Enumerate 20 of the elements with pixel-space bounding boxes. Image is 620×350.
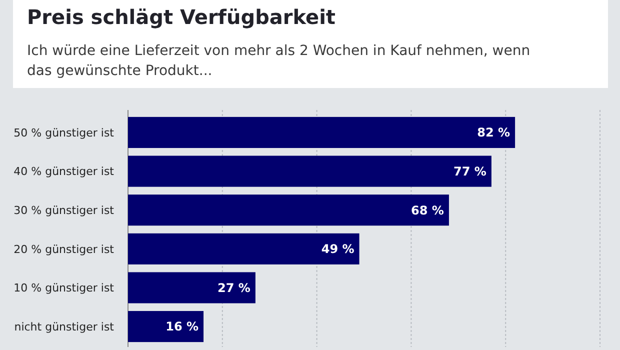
- chart-title: Preis schlägt Verfügbarkeit: [27, 5, 336, 29]
- bar: [128, 233, 360, 264]
- y-tick-label: 20 % günstiger ist: [14, 242, 115, 256]
- y-tick-label: 30 % günstiger ist: [14, 204, 115, 217]
- y-tick-label: nicht günstiger ist: [14, 320, 115, 334]
- data-label: 27 %: [218, 280, 250, 295]
- chart-subtitle: Ich würde eine Lieferzeit von mehr als 2 Wochen in Kauf nehmen, wenn das gewünschte Produkt...: [27, 43, 530, 79]
- data-label: 82 %: [477, 126, 510, 140]
- y-tick-label: 40 % günstiger ist: [14, 165, 115, 178]
- y-tick-label: 10 % günstiger ist: [14, 282, 115, 295]
- bar: [128, 156, 492, 187]
- bar: [128, 116, 516, 148]
- data-label: 49 %: [321, 242, 354, 256]
- bar: [128, 194, 449, 226]
- y-tick-label: 50 % günstiger ist: [14, 126, 115, 140]
- data-label: 16 %: [166, 320, 199, 334]
- data-label: 77 %: [454, 164, 486, 178]
- bar: [128, 272, 256, 304]
- bar: [128, 311, 204, 342]
- data-label: 68 %: [411, 203, 444, 218]
